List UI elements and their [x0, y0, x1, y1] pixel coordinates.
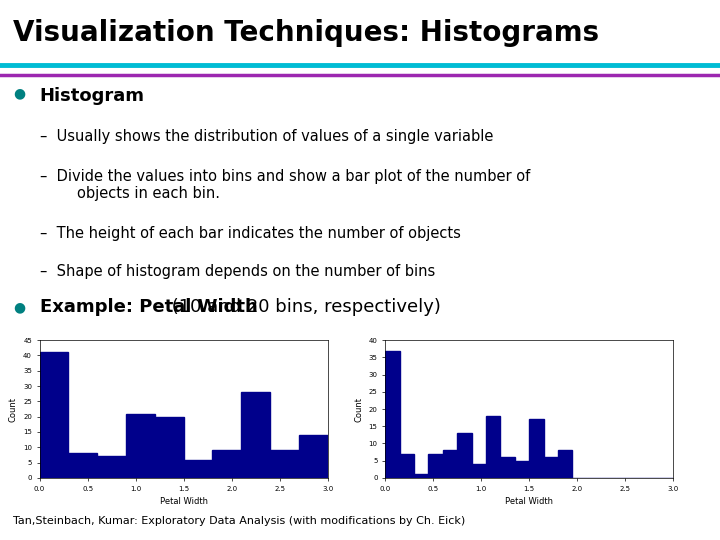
Bar [126, 414, 155, 478]
Text: Visualization Techniques: Histograms: Visualization Techniques: Histograms [13, 18, 599, 46]
X-axis label: Petal Width: Petal Width [505, 497, 553, 506]
Text: ●: ● [13, 87, 25, 101]
Bar [400, 454, 414, 478]
Bar [97, 456, 126, 478]
Bar [544, 457, 558, 478]
Text: Example: Petal Width: Example: Petal Width [40, 298, 257, 316]
Bar [155, 417, 184, 478]
Bar [241, 392, 270, 478]
Bar [414, 475, 428, 478]
Bar [299, 435, 328, 478]
Text: –  Usually shows the distribution of values of a single variable: – Usually shows the distribution of valu… [40, 129, 493, 144]
Bar [472, 464, 486, 478]
Text: –  The height of each bar indicates the number of objects: – The height of each bar indicates the n… [40, 226, 461, 241]
Bar [486, 416, 500, 478]
Bar [457, 433, 472, 478]
Bar [40, 353, 68, 478]
Text: ●: ● [13, 300, 25, 314]
Bar [515, 461, 529, 478]
Y-axis label: Count: Count [9, 396, 17, 422]
X-axis label: Petal Width: Petal Width [160, 497, 207, 506]
Bar [529, 420, 544, 478]
Y-axis label: Count: Count [354, 396, 363, 422]
Text: (10 and 20 bins, respectively): (10 and 20 bins, respectively) [166, 298, 441, 316]
Text: –  Divide the values into bins and show a bar plot of the number of
        obje: – Divide the values into bins and show a… [40, 169, 530, 201]
Text: Histogram: Histogram [40, 87, 145, 105]
Bar [500, 457, 515, 478]
Bar [443, 450, 457, 478]
Text: –  Shape of histogram depends on the number of bins: – Shape of histogram depends on the numb… [40, 264, 435, 279]
Bar [428, 454, 443, 478]
Bar [385, 350, 400, 478]
Bar [270, 450, 299, 478]
Bar [68, 454, 97, 478]
Bar [558, 450, 572, 478]
Bar [184, 460, 212, 478]
Bar [212, 450, 241, 478]
Text: Tan,Steinbach, Kumar: Exploratory Data Analysis (with modifications by Ch. Eick): Tan,Steinbach, Kumar: Exploratory Data A… [13, 516, 465, 526]
